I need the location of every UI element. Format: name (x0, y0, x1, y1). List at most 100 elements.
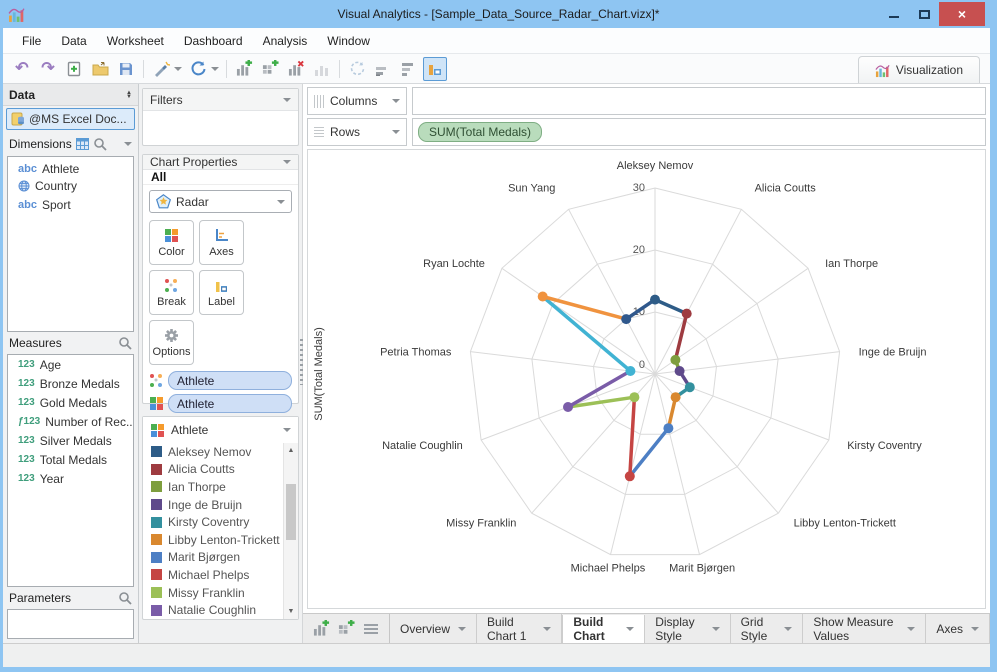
sheet-tab[interactable]: Axes (926, 614, 990, 643)
measure-item[interactable]: 123 Silver Medals (18, 433, 112, 448)
caret-down-icon[interactable] (283, 428, 291, 432)
collapse-icon[interactable] (283, 160, 291, 164)
collapse-icon[interactable] (283, 97, 291, 102)
new-crosstab-icon[interactable] (338, 620, 355, 637)
format-painter-caret-icon[interactable] (174, 66, 182, 71)
open-folder-icon[interactable] (88, 57, 112, 81)
series-segment (566, 395, 637, 409)
measure-item[interactable]: ƒ123 Number of Rec... (18, 414, 134, 429)
add-crosstab-icon[interactable] (258, 57, 282, 81)
color-button[interactable]: Color (149, 220, 194, 265)
sheet-tab[interactable]: Show Measure Values (803, 614, 927, 643)
menu-item[interactable]: Worksheet (106, 33, 164, 48)
dimension-item-sport[interactable]: abc Sport (18, 197, 71, 212)
sheet-tab[interactable]: Grid Style (731, 614, 804, 643)
color-field-pill[interactable]: Athlete (168, 394, 292, 413)
minimize-button[interactable] (879, 0, 909, 28)
maximize-button[interactable] (909, 0, 939, 28)
panel-splitter[interactable] (300, 339, 303, 385)
sheet-tab[interactable]: Overview (390, 614, 478, 643)
legend-item[interactable]: Ian Thorpe (151, 478, 283, 496)
menu-item[interactable]: Dashboard (183, 33, 243, 48)
chart-type-toggle-icon[interactable] (423, 56, 447, 81)
caret-down-icon[interactable] (907, 626, 916, 631)
redo-icon[interactable]: ↷ (41, 59, 55, 77)
new-chart-icon[interactable] (313, 620, 330, 637)
legend-item[interactable]: Kirsty Coventry (151, 513, 283, 531)
caret-down-icon[interactable] (971, 626, 979, 631)
swap-axes-icon[interactable] (397, 57, 421, 81)
menu-item[interactable]: Analysis (262, 33, 308, 48)
chart-properties-header[interactable]: Chart Properties (143, 155, 298, 170)
data-panel-header[interactable]: Data ▲ ▼ (3, 84, 138, 106)
chart-type-value: Radar (176, 194, 209, 209)
legend-item[interactable]: Marit Bjørgen (151, 549, 283, 567)
rows-measure-pill[interactable]: SUM(Total Medals) (418, 122, 543, 142)
dimension-item-country[interactable]: Country (8, 176, 133, 195)
caret-down-icon[interactable] (626, 627, 635, 631)
new-document-icon[interactable] (62, 57, 86, 81)
legend-item[interactable]: Missy Franklin (151, 584, 283, 602)
sheet-tab[interactable]: Build Chart 1 (477, 614, 563, 643)
scroll-down-icon[interactable]: ▼ (287, 608, 295, 616)
break-button[interactable]: Break (149, 270, 194, 315)
menu-item[interactable]: Window (327, 33, 370, 48)
sheet-tab[interactable]: Display Style (645, 614, 731, 643)
axes-button[interactable]: Axes (199, 220, 244, 265)
label-button[interactable]: Label (199, 270, 244, 315)
menu-item[interactable]: Data (61, 33, 87, 48)
measure-item[interactable]: 123 Bronze Medals (18, 376, 120, 391)
search-icon[interactable] (93, 137, 107, 151)
break-field-pill[interactable]: Athlete (168, 371, 292, 390)
rows-shelf[interactable]: SUM(Total Medals) (412, 118, 986, 146)
caret-down-icon[interactable] (543, 626, 552, 631)
scroll-up-icon[interactable]: ▲ (287, 446, 295, 454)
sort-updown-icon[interactable]: ▲ ▼ (126, 89, 132, 100)
status-strip (3, 643, 990, 667)
data-source-item[interactable]: @MS Excel Doc... (6, 108, 135, 130)
legend-item[interactable]: Alicia Coutts (151, 461, 283, 479)
legend-scrollbar[interactable]: ▲ ▼ (283, 443, 298, 619)
measure-item[interactable]: 123 Gold Medals (18, 395, 108, 410)
measure-item[interactable]: 123 Total Medals (18, 452, 108, 467)
scrollbar-thumb[interactable] (286, 483, 296, 540)
legend-item[interactable]: Michael Phelps (151, 566, 283, 584)
legend-item[interactable]: Aleksey Nemov (151, 443, 283, 461)
table-icon[interactable] (75, 138, 89, 150)
legend-item[interactable]: Natalie Coughlin (151, 601, 283, 619)
sheet-tab[interactable]: Build Chart (562, 615, 646, 643)
remove-chart-icon[interactable] (284, 57, 308, 81)
columns-shelf-header[interactable]: Columns (307, 87, 407, 115)
legend-header[interactable]: Athlete (143, 417, 298, 443)
refresh-caret-icon[interactable] (211, 66, 219, 71)
measure-item[interactable]: 123 Age (18, 357, 62, 372)
caret-down-icon[interactable] (392, 99, 400, 103)
options-button[interactable]: Options (149, 320, 194, 365)
refresh-icon[interactable] (186, 57, 210, 81)
legend-item[interactable]: Inge de Bruijn (151, 496, 283, 514)
caret-down-icon[interactable] (711, 626, 720, 631)
save-icon[interactable] (114, 57, 138, 81)
close-button[interactable]: × (939, 2, 985, 26)
chart-type-select[interactable]: Radar (149, 190, 292, 213)
search-icon[interactable] (118, 591, 132, 605)
caret-down-icon[interactable] (784, 626, 793, 631)
dimension-item-athlete[interactable]: abc Athlete (18, 161, 80, 176)
rotate-chart-icon[interactable] (345, 57, 369, 81)
add-chart-icon[interactable] (232, 57, 256, 81)
caret-down-icon[interactable] (458, 626, 467, 631)
sheet-list-icon[interactable] (363, 621, 379, 637)
rows-shelf-header[interactable]: Rows (307, 118, 407, 146)
caret-down-icon[interactable] (392, 130, 400, 134)
caret-down-icon[interactable] (124, 142, 132, 146)
search-icon[interactable] (118, 336, 132, 350)
visualization-tab[interactable]: Visualization (857, 56, 980, 83)
undo-icon[interactable]: ↶ (15, 59, 29, 77)
legend-item[interactable]: Libby Lenton-Trickett (151, 531, 283, 549)
columns-shelf[interactable] (412, 87, 986, 115)
measure-item[interactable]: 123 Year (18, 471, 64, 486)
menu-item[interactable]: File (22, 33, 42, 48)
filters-header[interactable]: Filters (143, 89, 298, 111)
sort-bars-icon[interactable] (371, 57, 395, 81)
format-painter-icon[interactable] (149, 57, 173, 81)
